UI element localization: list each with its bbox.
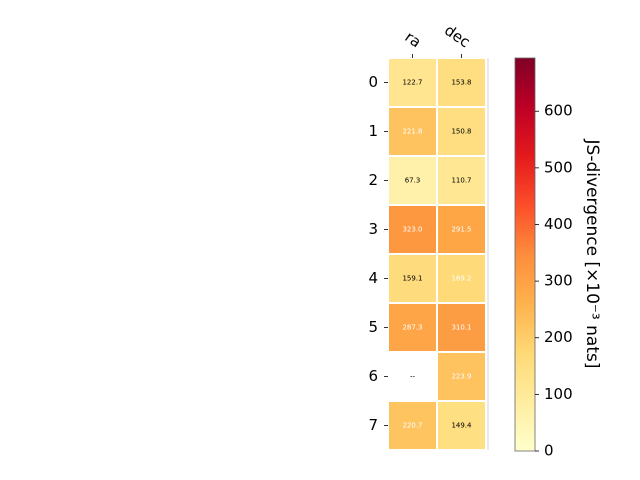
row-label: 0 [368, 73, 378, 91]
colorbar-label: JS-divergence [×10⁻³ nats] [582, 139, 602, 369]
cell-value-label: 323.0 [402, 226, 422, 234]
column-label: dec [441, 21, 473, 51]
row-label: 4 [368, 269, 378, 287]
cell-value-label: 169.2 [451, 275, 471, 283]
heatmap-cell [438, 402, 485, 449]
heatmap-cell [389, 59, 436, 106]
row-label: 1 [368, 122, 378, 140]
heatmap-cell [389, 402, 436, 449]
colorbar: 0 100 200 300 400 500 600 JS-divergence [×10⁻³… [514, 57, 602, 460]
colorbar-tick-label: 200 [544, 328, 573, 346]
heatmap-cell [389, 108, 436, 155]
colorbar-tick-label: 300 [544, 272, 573, 290]
heatmap-cell [389, 304, 436, 351]
cell-value-label: 159.1 [402, 275, 422, 283]
cell-value-label: 287.3 [402, 324, 422, 332]
colorbar-tick-label: 600 [544, 102, 573, 120]
heatmap-cell [389, 255, 436, 302]
cell-value-label: 67.3 [405, 177, 421, 185]
cell-value-label: 291.5 [451, 226, 471, 234]
heatmap-cell [438, 157, 485, 204]
colorbar-tick-label: 500 [544, 158, 573, 176]
colorbar-tick-label: 0 [544, 442, 554, 460]
row-labels: 0 1 2 3 4 5 6 7 [368, 73, 388, 434]
cell-value-label: 153.8 [451, 79, 471, 87]
cell-value-label: 223.9 [451, 373, 471, 381]
row-label: 2 [368, 171, 378, 189]
row-label: 7 [368, 416, 378, 434]
cell-value-label: 220.7 [402, 422, 422, 430]
colorbar-tick-label: 100 [544, 385, 573, 403]
heatmap-cell [389, 157, 436, 204]
heatmap-cell [438, 59, 485, 106]
cell-value-label: 149.4 [451, 422, 472, 430]
colorbar-ticks: 0 100 200 300 400 500 600 [535, 102, 573, 460]
cell-value-label: 310.1 [451, 324, 471, 332]
heatmap-cell [389, 206, 436, 253]
column-label: ra [402, 28, 425, 52]
heatmap-cell [438, 304, 485, 351]
cell-value-label: -- [410, 373, 416, 381]
cell-value-label: 221.8 [402, 128, 422, 136]
cell-value-label: 110.7 [451, 177, 471, 185]
heatmap-cell [438, 108, 485, 155]
column-labels: ra dec [402, 21, 474, 58]
colorbar-tick-label: 400 [544, 215, 573, 233]
heatmap-cell [438, 255, 485, 302]
row-label: 3 [368, 220, 378, 238]
heatmap-cells: 122.7 153.8 221.8 150.8 67.3 110.7 323.0 291.5 1… [389, 58, 489, 450]
row-label: 5 [368, 318, 378, 336]
cell-value-label: 150.8 [451, 128, 471, 136]
heatmap-cell [438, 206, 485, 253]
heatmap-cell [438, 353, 485, 400]
row-label: 6 [368, 367, 378, 385]
colorbar-gradient [514, 57, 536, 452]
cell-value-label: 122.7 [402, 79, 422, 87]
